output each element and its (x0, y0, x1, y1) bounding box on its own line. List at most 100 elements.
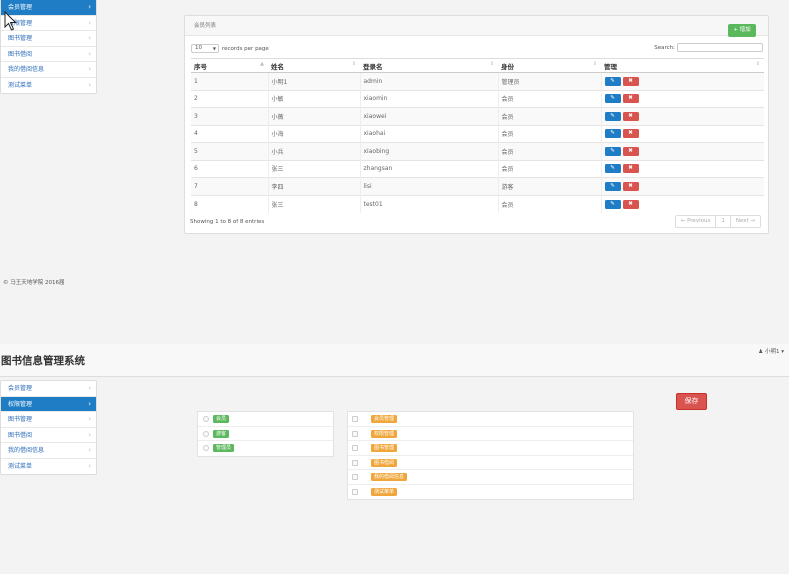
sidebar-item-my-borrow[interactable]: 我的借阅信息 › (1, 443, 96, 459)
app-title: 图书信息管理系统 (1, 355, 85, 367)
chevron-right-icon: › (88, 399, 91, 408)
role-radio[interactable] (203, 445, 209, 451)
permission-checkbox[interactable] (352, 445, 358, 451)
table-cell: test01 (359, 194, 498, 213)
prev-page-button[interactable]: ← Previous (676, 216, 717, 227)
permission-item[interactable]: 图书管理 (348, 441, 633, 456)
table-cell: 小敏 (267, 89, 360, 108)
permission-checkbox[interactable] (352, 459, 358, 466)
search-input[interactable] (677, 43, 763, 52)
sidebar-item-members[interactable]: 会员管理 › (1, 0, 96, 16)
column-header-label: 登录名 (363, 62, 383, 71)
table-cell: 5 (191, 142, 268, 160)
chevron-right-icon: › (88, 65, 91, 73)
sort-icon: ⇕ (489, 60, 494, 67)
permission-item[interactable]: 会员管理 (348, 412, 633, 427)
user-icon: ♟ (758, 349, 764, 355)
table-cell: 会员 (497, 89, 601, 108)
edit-button[interactable]: ✎ (604, 129, 621, 139)
table-cell: xiaohai (359, 124, 498, 143)
sidebar-item-permissions[interactable]: 权限管理 › (1, 396, 96, 412)
column-header[interactable]: 登录名 ⇕ (360, 58, 498, 73)
role-radio[interactable] (203, 416, 209, 422)
panel-title: 会员列表 (185, 16, 768, 36)
edit-button[interactable]: ✎ (604, 111, 621, 121)
column-header-label: 序号 (194, 62, 207, 71)
sidebar-item-test-menu[interactable]: 测试菜单 › (1, 459, 96, 475)
table-cell: xiaowei (359, 107, 498, 125)
column-header[interactable]: 身份 ⇕ (498, 58, 601, 73)
table-row: 7 李四 lisi 游客 ✎ ✖ (191, 177, 764, 195)
save-button[interactable]: 保存 (676, 393, 707, 410)
chevron-right-icon: › (88, 384, 91, 392)
pagination: ← Previous 1 Next → (674, 215, 761, 228)
permission-checkbox[interactable] (352, 416, 358, 422)
user-menu[interactable]: ♟ 小明1 ▾ (758, 347, 784, 355)
delete-button[interactable]: ✖ (622, 199, 639, 209)
page-1-button[interactable]: 1 (716, 216, 731, 227)
sidebar-item-permissions[interactable]: 权限管理 › (1, 16, 96, 31)
add-member-button[interactable]: + 增加 (728, 24, 756, 37)
actions-cell: ✎ ✖ (600, 89, 764, 108)
permission-checkbox[interactable] (352, 474, 358, 480)
sidebar-item-borrow[interactable]: 图书借阅 › (1, 47, 96, 62)
edit-button[interactable]: ✎ (604, 164, 621, 174)
table-cell: 1 (191, 72, 268, 90)
edit-button[interactable]: ✎ (604, 146, 621, 156)
sidebar-item-books[interactable]: 图书管理 › (1, 412, 96, 428)
delete-button[interactable]: ✖ (622, 129, 639, 139)
delete-button[interactable]: ✖ (622, 164, 639, 174)
sidebar-item-borrow[interactable]: 图书借阅 › (1, 428, 96, 443)
role-tag: 会员 (213, 415, 230, 423)
column-header[interactable]: 序号 ▲ (191, 58, 268, 73)
delete-button[interactable]: ✖ (622, 76, 639, 86)
permission-checkbox[interactable] (352, 430, 358, 437)
sidebar-item-label: 会员管理 (8, 4, 33, 11)
role-item[interactable]: 会员 (198, 412, 333, 427)
actions-cell: ✎ ✖ (600, 159, 764, 178)
table-cell: 会员 (497, 159, 601, 178)
next-page-button[interactable]: Next → (735, 218, 755, 224)
column-header[interactable]: 管理 ⇕ (601, 58, 764, 73)
table-cell: 管理员 (497, 72, 601, 90)
permission-checkbox[interactable] (352, 488, 358, 495)
permission-item[interactable]: 权限管理 (348, 427, 633, 441)
table-cell: 小海 (267, 124, 360, 143)
edit-button[interactable]: ✎ (604, 94, 621, 104)
sort-icon: ⇕ (351, 60, 356, 67)
column-header-label: 姓名 (271, 62, 284, 71)
role-radio[interactable] (203, 430, 209, 437)
records-per-page-label: records per page (222, 46, 269, 52)
column-header[interactable]: 姓名 ⇕ (268, 58, 360, 73)
permission-tag: 图书管理 (371, 444, 398, 452)
table-cell: 8 (191, 194, 268, 213)
table-cell: 李四 (267, 177, 360, 195)
chevron-right-icon: › (88, 415, 91, 423)
delete-button[interactable]: ✖ (622, 94, 639, 104)
sidebar-item-members[interactable]: 会员管理 › (1, 381, 96, 397)
role-item[interactable]: 管理员 (198, 441, 333, 456)
role-tag: 游客 (213, 429, 230, 438)
permission-tag: 我的借阅信息 (371, 473, 408, 481)
role-item[interactable]: 游客 (198, 427, 333, 441)
table-cell: lisi (359, 177, 498, 195)
permission-item[interactable]: 测试菜单 (348, 485, 633, 500)
table-row: 8 张三 test01 会员 ✎ ✖ (191, 194, 764, 213)
table-cell: 会员 (497, 124, 601, 143)
sidebar-item-my-borrow[interactable]: 我的借阅信息 › (1, 62, 96, 78)
delete-button[interactable]: ✖ (622, 146, 639, 156)
edit-button[interactable]: ✎ (604, 76, 621, 86)
permission-item[interactable]: 我的借阅信息 (348, 470, 633, 485)
sidebar-item-label: 图书管理 (8, 416, 33, 423)
delete-button[interactable]: ✖ (622, 181, 639, 191)
page-size-select[interactable]: 10 ▼ (191, 44, 219, 53)
sidebar-item-test-menu[interactable]: 测试菜单 › (1, 78, 96, 94)
permission-item[interactable]: 图书借阅 (348, 456, 633, 470)
column-header-label: 管理 (604, 62, 617, 71)
sidebar-item-books[interactable]: 图书管理 › (1, 31, 96, 47)
edit-button[interactable]: ✎ (604, 181, 621, 191)
bottom-sidebar: 会员管理 › 权限管理 › 图书管理 › 图书借阅 › 我的借阅信息 › 测试菜单 › (0, 380, 97, 475)
delete-button[interactable]: ✖ (622, 111, 639, 121)
edit-button[interactable]: ✎ (604, 199, 621, 209)
table-cell: xiaobing (359, 142, 498, 160)
